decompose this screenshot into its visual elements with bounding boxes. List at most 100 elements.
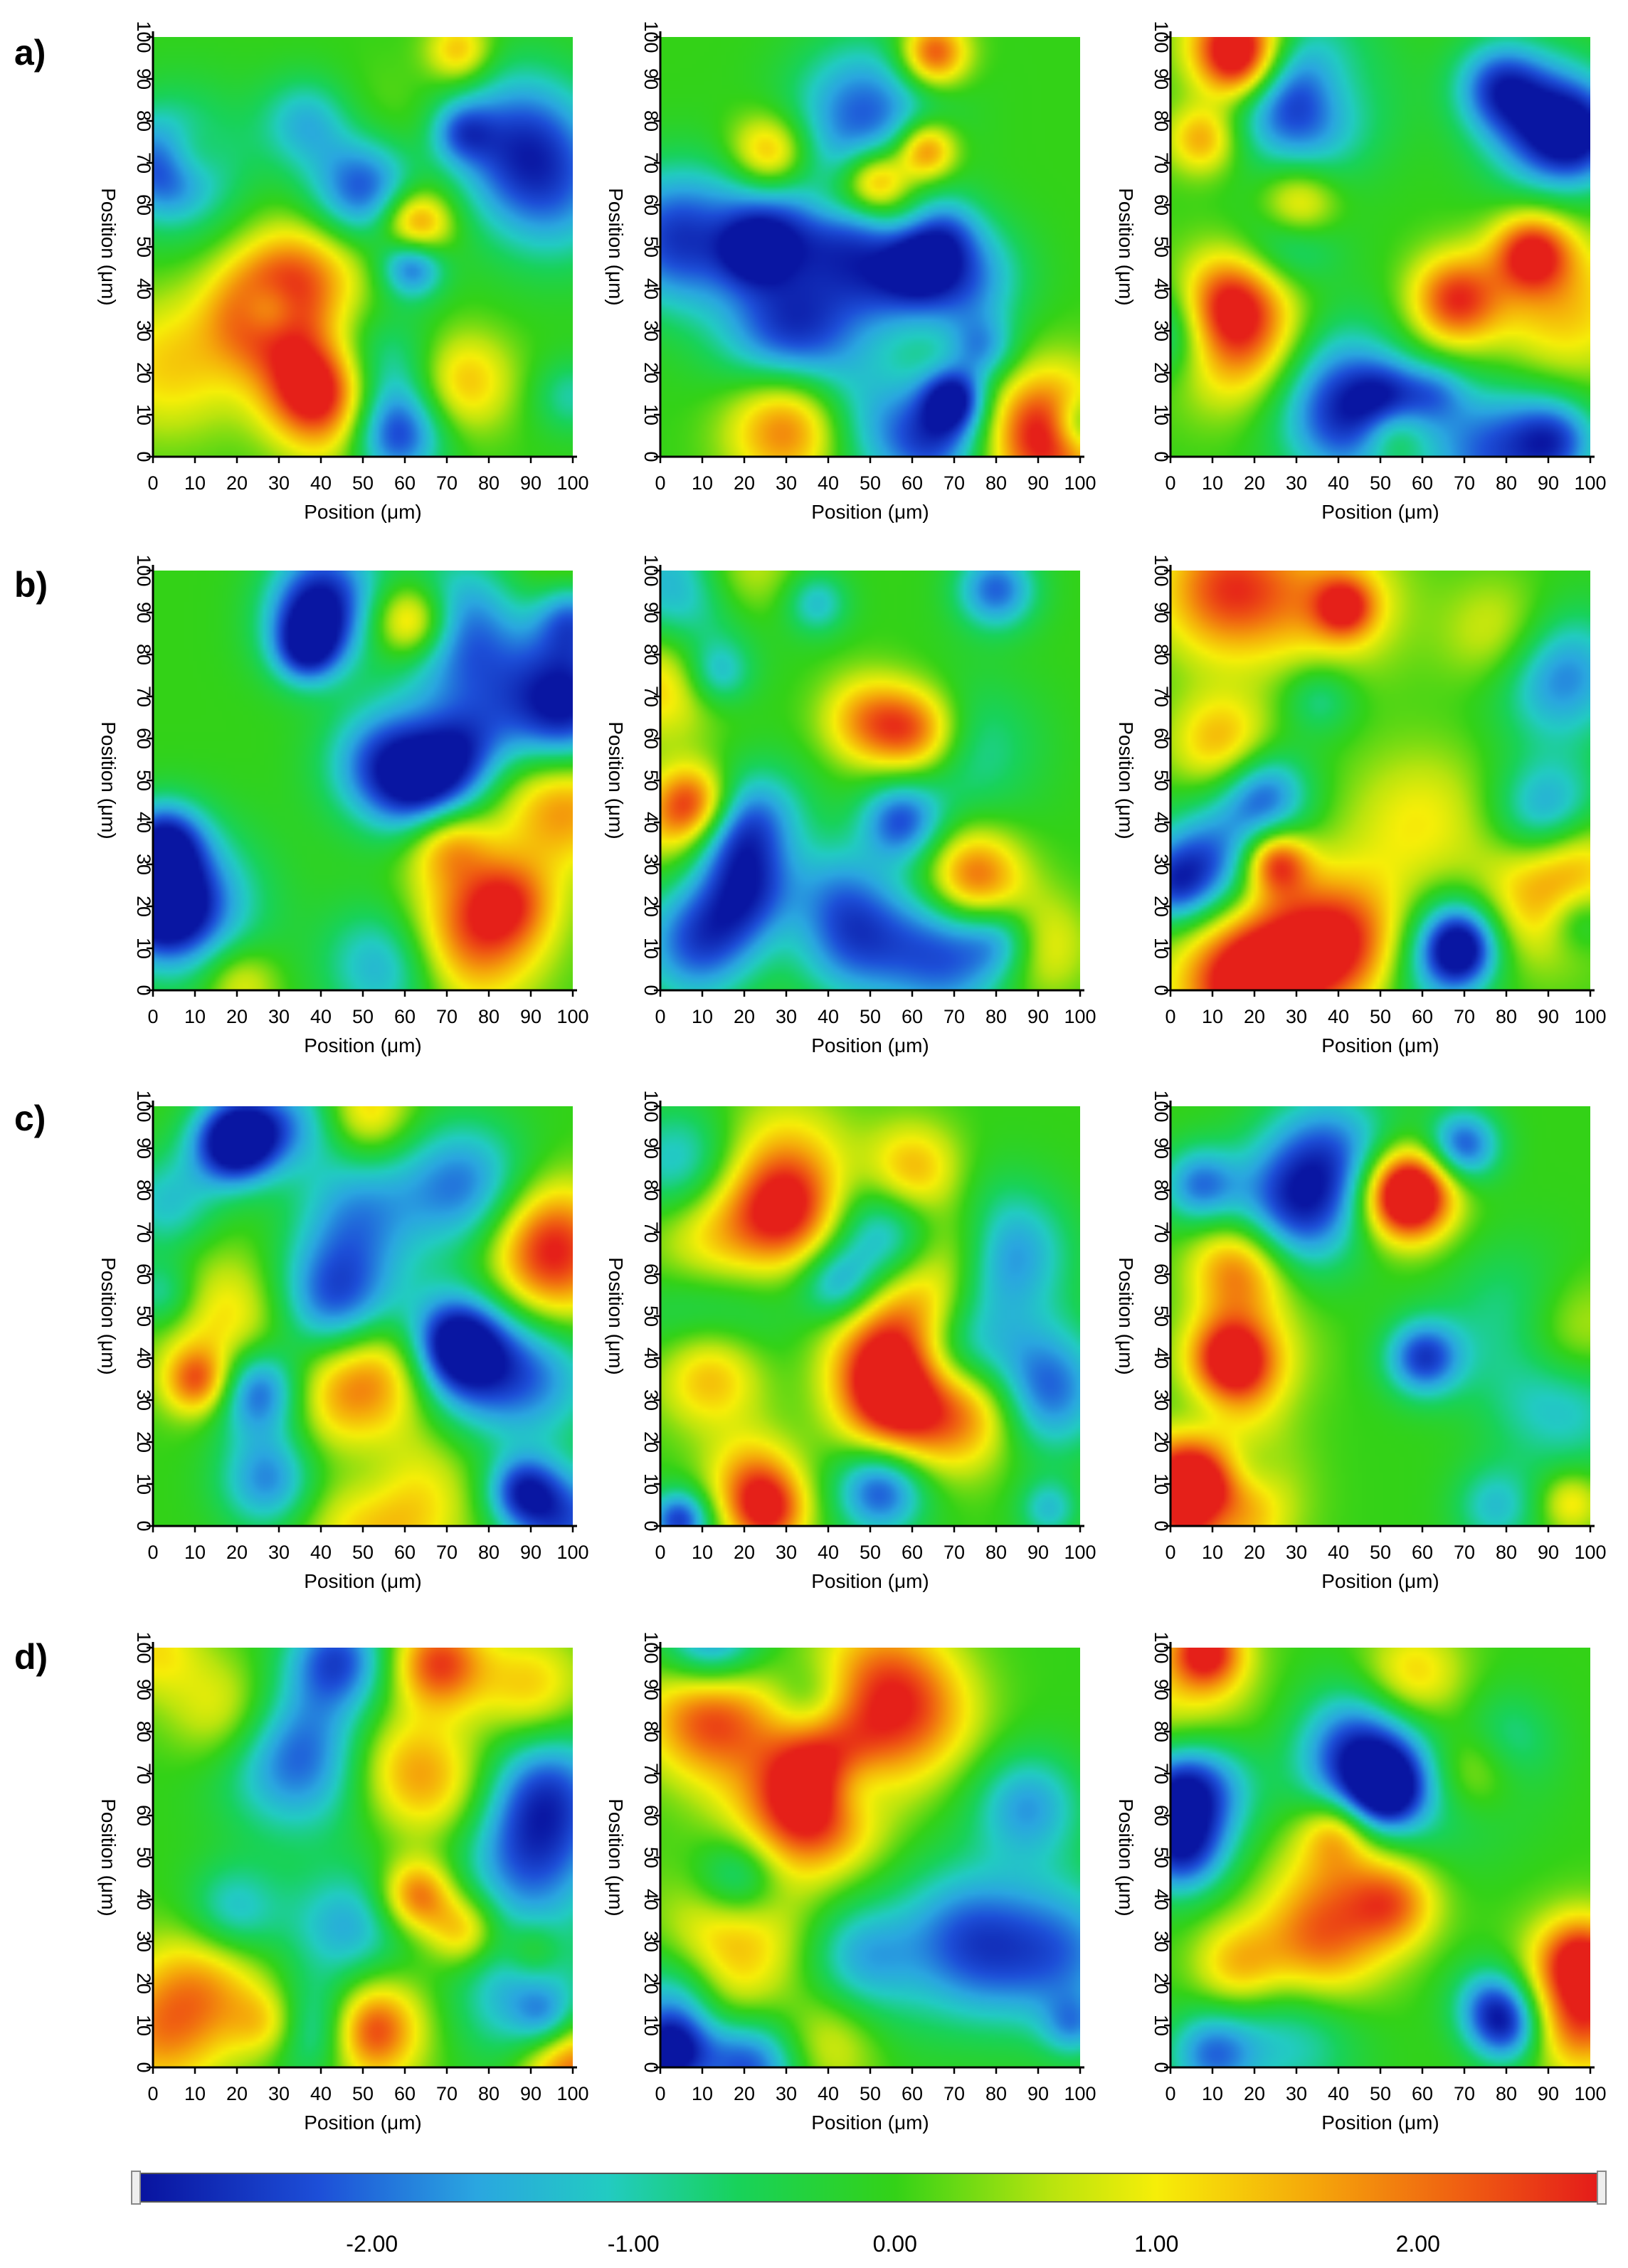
y-tick-label: 30	[640, 854, 662, 875]
x-tick-label: 10	[184, 2083, 206, 2104]
y-tick-label: 40	[133, 1889, 154, 1910]
x-axis-title: Position (μm)	[811, 1034, 929, 1056]
y-tick-label: 30	[133, 320, 154, 341]
x-tick-label: 100	[1574, 1006, 1606, 1027]
y-tick-label: 30	[640, 320, 662, 341]
x-tick-label: 0	[655, 1006, 665, 1027]
x-tick-label: 30	[268, 1006, 290, 1027]
y-axis-title: Position (μm)	[605, 721, 627, 839]
y-tick-label: 20	[133, 896, 154, 917]
x-tick-label: 50	[1370, 1542, 1391, 1563]
x-tick-label: 70	[1454, 1542, 1475, 1563]
y-tick-label: 100	[133, 21, 154, 53]
x-tick-label: 40	[310, 1006, 332, 1027]
y-tick-label: 90	[640, 602, 662, 623]
x-tick-label: 30	[776, 1006, 797, 1027]
y-tick-label: 10	[133, 1473, 154, 1495]
x-tick-label: 100	[1064, 472, 1096, 494]
x-tick-label: 90	[1538, 472, 1559, 494]
x-tick-label: 20	[1244, 1006, 1265, 1027]
x-tick-label: 60	[902, 1006, 923, 1027]
y-axis-title: Position (μm)	[605, 188, 627, 306]
y-tick-label: 0	[640, 2062, 662, 2072]
y-tick-label: 100	[1151, 1090, 1172, 1122]
y-tick-label: 10	[1151, 404, 1172, 425]
x-tick-label: 80	[1496, 1542, 1517, 1563]
x-tick-label: 100	[1574, 1542, 1606, 1563]
y-tick-label: 0	[1151, 451, 1172, 462]
y-tick-label: 40	[1151, 1889, 1172, 1910]
y-tick-label: 0	[1151, 1520, 1172, 1531]
y-tick-label: 70	[133, 1763, 154, 1784]
x-tick-label: 40	[818, 1542, 839, 1563]
heatmap-panel-c-3: 0 0 10 10 20 20 30 30 40 40 50 50 60 60 70 70 80 80 90 90 10…	[1115, 1090, 1607, 1592]
y-tick-label: 60	[640, 1263, 662, 1285]
y-tick-label: 70	[640, 1222, 662, 1243]
y-tick-label: 40	[640, 278, 662, 300]
heatmap-panel-a-2: 0 0 10 10 20 20 30 30 40 40 50 50 60 60 70 70 80 80 90 90 10…	[605, 21, 1096, 523]
y-tick-label: 20	[133, 1973, 154, 1994]
x-tick-label: 50	[860, 1006, 881, 1027]
y-tick-label: 20	[640, 1431, 662, 1453]
x-tick-label: 80	[478, 2083, 500, 2104]
y-tick-label: 50	[640, 770, 662, 791]
x-tick-label: 40	[818, 472, 839, 494]
y-tick-label: 70	[1151, 152, 1172, 174]
y-tick-label: 80	[1151, 644, 1172, 665]
y-tick-label: 70	[1151, 1222, 1172, 1243]
y-tick-label: 70	[640, 1763, 662, 1784]
y-tick-label: 0	[640, 985, 662, 995]
x-tick-label: 40	[310, 1542, 332, 1563]
x-tick-label: 20	[1244, 1542, 1265, 1563]
x-tick-label: 30	[1286, 1006, 1307, 1027]
y-tick-label: 10	[133, 404, 154, 425]
colorbar-tick-label: -2.00	[346, 2231, 398, 2257]
y-tick-label: 90	[640, 68, 662, 90]
y-tick-label: 10	[640, 938, 662, 959]
y-tick-label: 70	[640, 686, 662, 707]
y-tick-label: 60	[1151, 1805, 1172, 1826]
x-tick-label: 0	[655, 2083, 665, 2104]
y-tick-label: 10	[1151, 1473, 1172, 1495]
y-tick-label: 50	[640, 1847, 662, 1868]
y-tick-label: 90	[133, 1679, 154, 1700]
y-tick-label: 0	[640, 1520, 662, 1531]
y-tick-label: 70	[133, 152, 154, 174]
heatmap-panel-d-1: 0 0 10 10 20 20 30 30 40 40 50 50 60 60 70 70 80 80 90 90 10…	[97, 1631, 589, 2134]
x-tick-label: 60	[1412, 1542, 1433, 1563]
x-tick-label: 20	[226, 2083, 248, 2104]
x-tick-label: 30	[1286, 2083, 1307, 2104]
y-tick-label: 100	[640, 1090, 662, 1122]
y-axis-title: Position (μm)	[1115, 188, 1137, 306]
x-tick-label: 10	[184, 1542, 206, 1563]
x-tick-label: 70	[944, 1542, 965, 1563]
y-tick-label: 100	[133, 554, 154, 586]
y-tick-label: 60	[133, 1805, 154, 1826]
x-tick-label: 60	[394, 1006, 416, 1027]
x-tick-label: 70	[944, 2083, 965, 2104]
y-tick-label: 40	[1151, 1347, 1172, 1369]
x-tick-label: 60	[902, 2083, 923, 2104]
heatmap-panel-d-2: 0 0 10 10 20 20 30 30 40 40 50 50 60 60 70 70 80 80 90 90 10…	[605, 1631, 1096, 2134]
x-tick-label: 60	[394, 1542, 416, 1563]
y-tick-label: 80	[1151, 110, 1172, 132]
y-tick-label: 20	[640, 362, 662, 383]
colorbar: -2.00 -1.00 0.00 1.00 2.00	[131, 2171, 1607, 2257]
y-tick-label: 40	[133, 812, 154, 833]
row-label-c: c)	[14, 1098, 46, 1138]
x-tick-label: 30	[268, 472, 290, 494]
row-label-a: a)	[14, 33, 46, 73]
y-tick-label: 30	[1151, 1931, 1172, 1952]
x-axis-title: Position (μm)	[1321, 2111, 1439, 2134]
y-tick-label: 60	[1151, 194, 1172, 216]
heatmap-image	[153, 37, 573, 457]
x-tick-label: 100	[556, 1542, 588, 1563]
y-tick-label: 30	[1151, 854, 1172, 875]
x-tick-label: 10	[1202, 472, 1223, 494]
y-tick-label: 70	[1151, 1763, 1172, 1784]
heatmap-panel-b-1: 0 0 10 10 20 20 30 30 40 40 50 50 60 60 70 70 80 80 90 90 10…	[97, 554, 589, 1056]
y-tick-label: 90	[1151, 68, 1172, 90]
y-tick-label: 50	[1151, 1847, 1172, 1868]
x-tick-label: 100	[556, 1006, 588, 1027]
x-tick-label: 10	[692, 472, 713, 494]
